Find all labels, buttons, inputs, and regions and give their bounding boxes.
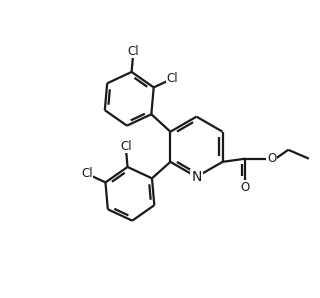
Text: O: O bbox=[267, 152, 276, 165]
Text: O: O bbox=[241, 181, 250, 194]
Text: Cl: Cl bbox=[81, 167, 92, 180]
Text: Cl: Cl bbox=[167, 72, 178, 85]
Text: Cl: Cl bbox=[128, 45, 139, 58]
Text: N: N bbox=[191, 170, 202, 184]
Text: Cl: Cl bbox=[120, 140, 132, 153]
